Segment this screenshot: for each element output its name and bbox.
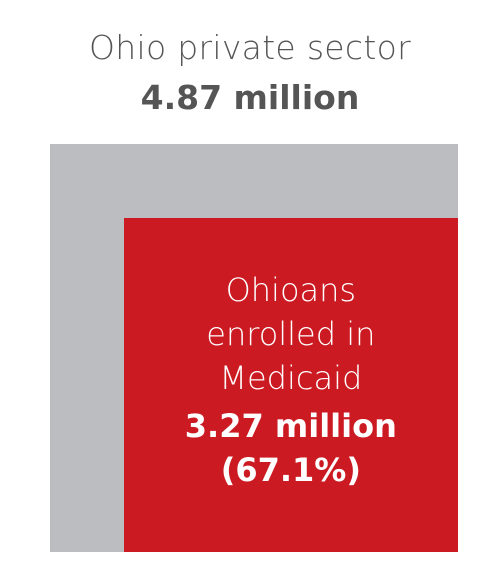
inner-label: Ohioans enrolled in Medicaid xyxy=(206,270,376,397)
percent-label: (67.1%) xyxy=(220,450,361,489)
square xyxy=(123,217,458,552)
outer-label: Ohio private sector xyxy=(89,28,411,67)
outer-value-label: 4.87 million xyxy=(140,78,360,117)
inner-value-label: 3.27 million xyxy=(184,406,397,445)
